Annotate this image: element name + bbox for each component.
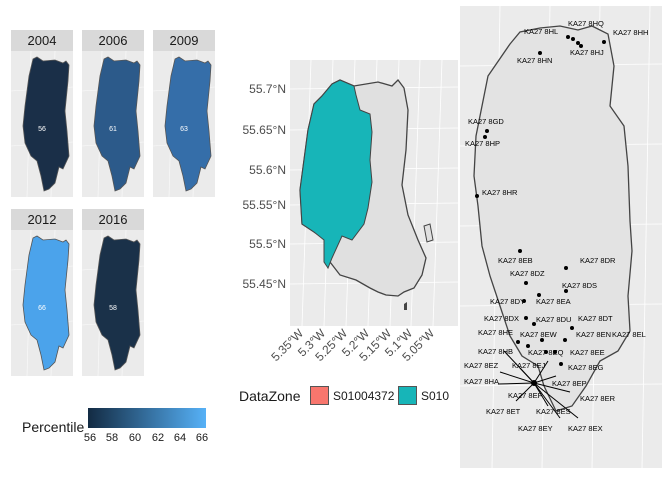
island-shape [93, 56, 141, 192]
percentile-legend-title: Percentile [22, 419, 85, 435]
postcode-label: KA27 8ES [536, 407, 571, 416]
datazone-highlight [299, 79, 373, 270]
postcode-label: KA27 8EE [570, 348, 605, 357]
small-islet [423, 223, 434, 243]
facet-panel-2009: 2009 63 [153, 30, 215, 197]
percentile-tick: 66 [195, 432, 209, 444]
postcode-label: KA27 8GD [468, 117, 504, 126]
postcode-label: KA27 8EN [576, 330, 611, 339]
facet-map: 61 [82, 51, 144, 197]
postcode-label: KA27 8HL [524, 27, 558, 36]
postcode-label: KA27 8HA [464, 377, 499, 386]
percentile-tick: 58 [105, 432, 119, 444]
legend-key-label: S01004372 [333, 389, 395, 403]
facet-strip: 2012 [11, 209, 73, 230]
postcode-label: KA27 8ER [580, 394, 616, 403]
postcode-label: KA27 8EW [520, 330, 558, 339]
postcode-label: KA27 8EA [536, 297, 571, 306]
postcode-label: KA27 8EY [518, 424, 553, 433]
island-outline [473, 25, 633, 412]
postcode-label: KA27 8EQ [528, 348, 564, 357]
legend-key-label: S010 [421, 389, 450, 403]
facet-panel-2006: 2006 61 [82, 30, 144, 197]
postcode-label: KA27 8DR [580, 256, 616, 265]
postcode-label: KA27 8DY [490, 297, 525, 306]
postcode-label: KA27 8DX [484, 314, 519, 323]
postcode-label: KA27 8HR [482, 188, 518, 197]
facet-panel-2004: 2004 56 [11, 30, 73, 197]
island-shape [164, 56, 212, 192]
facet-value: 56 [38, 126, 46, 133]
postcode-label: KA27 8HJ [570, 48, 604, 57]
island-shape [93, 235, 141, 371]
postcode-label: KA27 8DT [578, 314, 613, 323]
postcode-label: KA27 8DZ [510, 269, 545, 278]
facet-map: 56 [11, 51, 73, 197]
postcode-label: KA27 8EG [568, 363, 604, 372]
facet-strip: 2009 [153, 30, 215, 51]
small-islet [404, 302, 407, 310]
postcode-label: KA27 8DU [536, 315, 571, 324]
percentile-tick: 64 [173, 432, 187, 444]
facet-strip: 2016 [82, 209, 144, 230]
postcode-label: KA27 8HH [613, 28, 648, 37]
facet-strip: 2006 [82, 30, 144, 51]
postcode-label: KA27 8EF [508, 391, 543, 400]
postcode-label: KA27 8EJ [512, 361, 546, 370]
legend-key-swatch [310, 386, 329, 405]
y-tick-label: 55.45°N [243, 277, 287, 291]
percentile-tick: 60 [128, 432, 142, 444]
x-axis-labels: 5.35°W 5.3°W 5.25°W 5.2°W 5.15°W 5.1°W 5… [268, 326, 437, 364]
postcode-connectors [497, 350, 579, 419]
postcode-labels: KA27 8HQ KA27 8HL KA27 8HH KA27 8HJ KA27… [464, 19, 648, 433]
postcode-label: KA27 8EP [552, 379, 587, 388]
y-tick-label: 55.65°N [243, 123, 287, 137]
facet-map: 63 [153, 51, 215, 197]
y-tick-label: 55.55°N [243, 198, 287, 212]
percentile-tick: 62 [151, 432, 165, 444]
facet-map: 58 [82, 230, 144, 376]
y-tick-label: 55.6°N [249, 163, 286, 177]
island-shape [22, 235, 70, 371]
postcode-label: KA27 8HN [517, 56, 552, 65]
y-tick-label: 55.7°N [249, 82, 286, 96]
postcode-label: KA27 8DS [562, 281, 597, 290]
facet-value: 58 [109, 305, 117, 312]
postcode-label: KA27 8EB [498, 256, 533, 265]
postcode-label: KA27 8ET [486, 407, 521, 416]
percentile-tick: 56 [83, 432, 97, 444]
datazone-map: 55.7°N 55.65°N 55.6°N 55.55°N 55.5°N 55.… [243, 59, 459, 364]
postcode-map: KA27 8HQ KA27 8HL KA27 8HH KA27 8HJ KA27… [460, 6, 662, 469]
postcode-label: KA27 8EL [612, 330, 646, 339]
facet-value: 66 [38, 305, 46, 312]
facet-strip: 2004 [11, 30, 73, 51]
postcode-label: KA27 8HE [478, 328, 513, 337]
postcode-label: KA27 8EZ [464, 361, 499, 370]
postcode-label: KA27 8HB [478, 347, 513, 356]
postcode-points [475, 35, 606, 386]
facet-value: 61 [109, 126, 117, 133]
facet-panel-2016: 2016 58 [82, 209, 144, 376]
facet-panel-2012: 2012 66 [11, 209, 73, 376]
datazone-legend-title: DataZone [239, 388, 301, 404]
postcode-label: KA27 8HP [465, 139, 500, 148]
legend-key-swatch [398, 386, 417, 405]
postcode-label: KA27 8HQ [568, 19, 604, 28]
facet-value: 63 [180, 126, 188, 133]
percentile-colorbar [88, 408, 206, 428]
y-tick-label: 55.5°N [249, 237, 286, 251]
island-shape [22, 56, 70, 192]
facet-map: 66 [11, 230, 73, 376]
postcode-label: KA27 8EX [568, 424, 603, 433]
y-axis-labels: 55.7°N 55.65°N 55.6°N 55.55°N 55.5°N 55.… [243, 82, 287, 291]
